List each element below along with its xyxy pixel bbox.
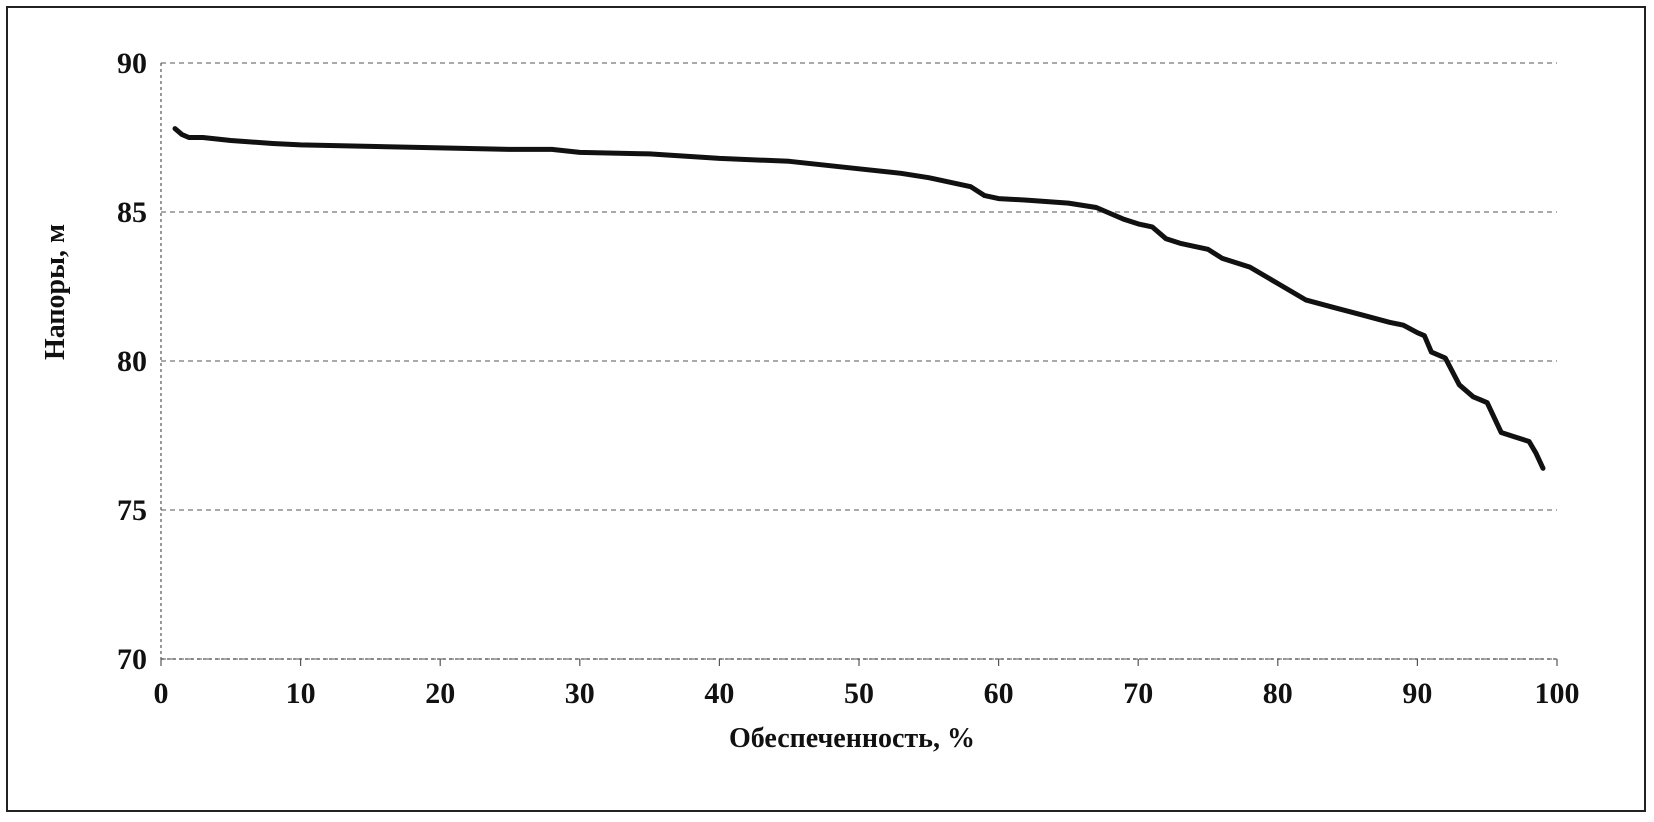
data-point xyxy=(1220,256,1224,260)
y-axis-title: Напоры, м xyxy=(40,224,71,360)
data-point xyxy=(439,146,442,150)
data-point xyxy=(173,127,177,130)
x-tick-label-9: 90 xyxy=(1402,677,1432,710)
data-point xyxy=(1192,245,1196,248)
tick-labels: 70 75 80 85 90 0 10 20 30 40 50 60 70 80 90 100 xyxy=(117,47,1580,710)
data-point xyxy=(1276,282,1280,285)
data-point xyxy=(1360,313,1363,317)
y-tick-label-3: 85 xyxy=(117,196,147,229)
data-point xyxy=(997,197,1000,200)
y-tick-label-2: 80 xyxy=(117,345,147,378)
data-point xyxy=(1095,206,1098,209)
data-point xyxy=(1388,321,1391,324)
x-tick-label-1: 10 xyxy=(286,677,316,710)
data-point xyxy=(1472,395,1475,398)
data-point xyxy=(969,185,972,188)
x-tick-label-4: 40 xyxy=(704,677,734,710)
x-axis-title: Обеспеченность, % xyxy=(729,723,975,754)
x-tick-label-2: 20 xyxy=(425,677,455,710)
data-point xyxy=(1430,350,1433,354)
data-point xyxy=(550,148,554,151)
x-tick-label-6: 60 xyxy=(984,677,1014,710)
data-point xyxy=(229,139,232,142)
data-point xyxy=(180,133,184,136)
data-point xyxy=(508,148,512,151)
data-point xyxy=(1444,356,1447,360)
data-point xyxy=(1304,298,1307,302)
data-point xyxy=(857,167,861,170)
axis-layer xyxy=(160,63,1558,666)
data-point xyxy=(899,172,903,175)
data-point xyxy=(941,179,944,182)
data-point xyxy=(1479,398,1482,401)
data-point xyxy=(1067,201,1070,205)
data-point xyxy=(1332,306,1335,309)
chart-frame xyxy=(6,6,1646,812)
data-point xyxy=(955,182,958,185)
data-point xyxy=(1123,218,1126,221)
data-point xyxy=(983,194,986,197)
x-tick-label-10: 100 xyxy=(1535,677,1580,710)
data-point xyxy=(1248,265,1252,269)
data-point xyxy=(829,164,833,168)
x-tick-label-8: 80 xyxy=(1263,677,1293,710)
y-tick-label-1: 75 xyxy=(117,494,147,527)
series-line-0 xyxy=(172,126,1546,471)
data-point xyxy=(1402,324,1405,327)
x-tick-label-0: 0 xyxy=(154,677,169,710)
y-tick-label-0: 70 xyxy=(117,643,147,676)
data-point xyxy=(927,176,930,179)
data-point xyxy=(1178,242,1182,245)
x-tick-label-5: 50 xyxy=(844,677,874,710)
data-point xyxy=(1150,225,1154,229)
x-tick-label-7: 70 xyxy=(1123,677,1153,710)
grid-layer xyxy=(161,62,1557,660)
data-point xyxy=(1458,383,1461,387)
data-point xyxy=(578,151,581,154)
data-point xyxy=(1206,248,1210,251)
data-point xyxy=(1025,198,1028,202)
data-point xyxy=(1541,467,1545,470)
data-point xyxy=(369,145,372,148)
data-point xyxy=(1513,435,1517,439)
x-tick-label-3: 30 xyxy=(565,677,595,710)
data-point xyxy=(718,157,721,160)
y-tick-label-4: 90 xyxy=(117,47,147,80)
data-point xyxy=(201,136,205,139)
series-layer xyxy=(172,126,1546,471)
data-point xyxy=(1164,237,1168,241)
data-point xyxy=(1534,452,1538,455)
data-point xyxy=(788,160,791,163)
data-point xyxy=(1109,212,1112,215)
data-point xyxy=(1137,222,1140,226)
data-point xyxy=(271,142,274,145)
data-point xyxy=(1423,334,1426,337)
data-point xyxy=(187,136,191,139)
data-point xyxy=(299,143,302,147)
data-point xyxy=(1527,440,1531,443)
data-point xyxy=(1416,331,1419,334)
data-point xyxy=(648,152,651,156)
data-point xyxy=(1499,431,1503,434)
data-point xyxy=(1486,401,1489,404)
